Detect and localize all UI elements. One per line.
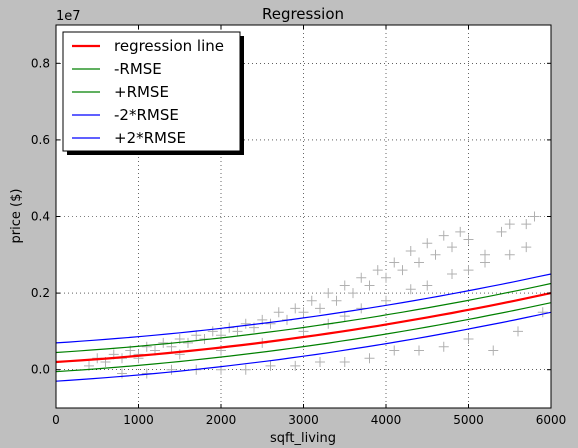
y-offset-text: 1e7 [56, 9, 81, 24]
x-tick-label: 2000 [206, 413, 237, 427]
scatter-point [496, 226, 507, 237]
scatter-point [414, 345, 424, 356]
scatter-point [521, 242, 532, 253]
legend-label: -RMSE [114, 60, 162, 78]
scatter-point [504, 219, 515, 230]
scatter-point [290, 360, 301, 371]
y-tick-label: 0.4 [31, 210, 50, 224]
scatter-point [356, 272, 367, 283]
scatter-point [389, 345, 400, 356]
y-tick-label: 0.0 [31, 363, 50, 377]
x-axis-label: sqft_living [270, 431, 336, 446]
scatter-point [207, 326, 218, 337]
legend-entries: regression line -RMSE +RMSE -2*RMSE +2*RMSE [72, 37, 224, 147]
scatter-point [414, 257, 424, 268]
x-tick-label: 0 [52, 413, 60, 427]
scatter-point [323, 288, 334, 299]
scatter-point [455, 226, 466, 237]
scatter-point [405, 284, 416, 295]
legend-label: -2*RMSE [114, 106, 179, 124]
scatter-point [513, 326, 523, 337]
scatter-point [364, 280, 375, 291]
scatter-point [298, 307, 309, 318]
y-tick-label: 0.2 [31, 286, 50, 300]
scatter-point [504, 249, 515, 260]
legend: regression line -RMSE +RMSE -2*RMSE +2*RMSE [62, 31, 244, 155]
scatter-point [158, 337, 169, 348]
scatter-point [463, 334, 474, 345]
scatter-point [265, 318, 276, 329]
scatter-point [480, 257, 490, 268]
scatter-point [232, 326, 243, 337]
scatter-point [430, 249, 441, 260]
scatter-point [240, 364, 251, 375]
y-tick-label: 0.6 [31, 133, 50, 147]
scatter-point [306, 295, 317, 306]
scatter-point [141, 341, 152, 352]
scatter-point [240, 318, 251, 329]
scatter-point [447, 268, 457, 279]
scatter-point [488, 345, 499, 356]
scatter-point [183, 337, 193, 348]
scatter-point [364, 353, 375, 364]
scatter-point [405, 245, 416, 256]
y-axis-label: price ($) [9, 189, 24, 244]
scatter-point [521, 219, 532, 230]
scatter-point [216, 330, 226, 341]
scatter-point [290, 303, 301, 314]
scatter-point [339, 357, 350, 368]
scatter-point [381, 272, 391, 283]
y-tick-label: 0.8 [31, 56, 50, 70]
scatter-point [447, 242, 457, 253]
x-tick-label: 6000 [536, 413, 567, 427]
x-tick-label: 4000 [371, 413, 402, 427]
scatter-point [438, 230, 449, 241]
series-line [55, 282, 552, 354]
scatter-point [372, 265, 383, 276]
x-tick-label: 3000 [288, 413, 319, 427]
series-line [55, 302, 552, 373]
x-tick-label: 1000 [123, 413, 154, 427]
scatter-point [529, 211, 540, 222]
scatter-point [438, 341, 449, 352]
series-lines [55, 273, 552, 382]
x-tick-label: 5000 [453, 413, 484, 427]
scatter-point [463, 265, 474, 276]
scatter-point [331, 295, 342, 306]
chart-title: Regression [262, 5, 344, 23]
scatter-point [315, 303, 325, 314]
scatter-point [339, 311, 350, 322]
scatter-point [397, 265, 408, 276]
scatter-point [315, 357, 325, 368]
scatter-point [389, 257, 400, 268]
scatter-point [339, 280, 350, 291]
scatter-point [265, 360, 276, 371]
series-line [55, 292, 552, 364]
scatter-point [422, 238, 433, 249]
scatter-point [166, 364, 177, 375]
series-line [55, 311, 552, 382]
legend-label: +RMSE [114, 83, 169, 101]
axis-ticks: 0 1000 2000 3000 4000 5000 6000 0.0 0.2 0.4 0.6 0.8 [31, 25, 566, 427]
series-line [55, 273, 552, 344]
legend-label: +2*RMSE [114, 129, 186, 147]
scatter-point [537, 307, 548, 318]
scatter-point [273, 307, 284, 318]
scatter-point [348, 288, 358, 299]
legend-label: regression line [114, 37, 224, 55]
scatter-point [191, 330, 202, 341]
grid [55, 25, 552, 408]
scatter-point [463, 234, 474, 245]
scatter-point [422, 280, 433, 291]
scatter-point [381, 295, 391, 306]
